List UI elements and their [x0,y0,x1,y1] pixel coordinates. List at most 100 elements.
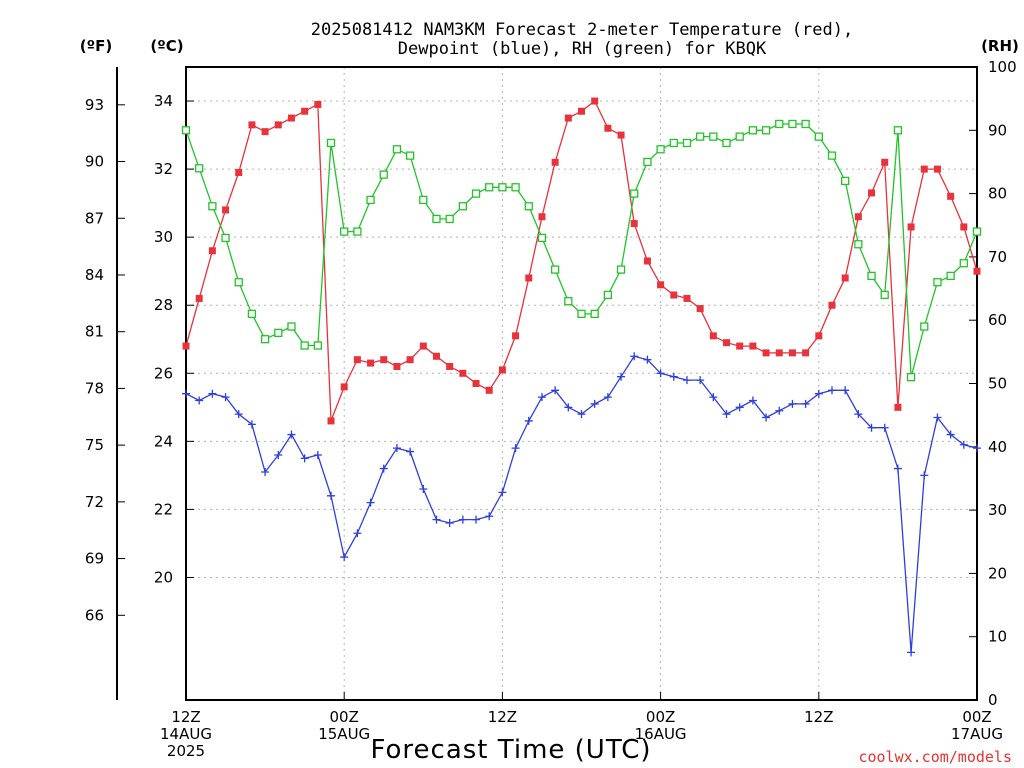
dewpoint-point [643,355,652,364]
fahrenheit-tick-label: 69 [85,550,104,568]
rh-point [287,322,296,331]
rh-line [185,123,978,378]
rh-point [603,290,613,300]
dewpoint-point [867,423,876,432]
temperature-point [973,267,981,275]
dewpoint-point [221,393,230,402]
rh-point [827,151,837,160]
dewpoint-point [287,430,296,439]
temperature-point [591,97,599,105]
dewpoint-point [353,529,362,538]
rh-tick-label: 20 [988,564,1007,582]
temperature-series [182,97,981,425]
temperature-point [314,100,322,108]
temperature-point [960,223,968,231]
temperature-point [578,107,585,115]
rh-point [669,138,678,148]
rh-axis: 0 10 20 30 40 50 60 70 80 90 100 [969,58,1017,709]
rh-point [814,132,823,141]
temperature-point [419,342,427,350]
fahrenheit-tick-label: 75 [85,436,104,454]
dewpoint-point [300,454,309,463]
dewpoint-point [366,498,375,507]
rh-point [959,259,968,268]
dewpoint-point [234,410,243,419]
dewpoint-point [590,399,599,408]
rh-point [696,132,705,141]
dewpoint-point [722,410,731,419]
time-tick-label: 16AUG [635,725,687,743]
rh-point [537,233,547,243]
temperature-point [222,206,230,214]
temperature-point [432,352,440,360]
dewpoint-point [406,447,415,456]
time-tick-label: 00Z [646,708,675,726]
fahrenheit-tick-label: 90 [85,153,104,171]
rh-point [867,271,876,281]
dewpoint-point [696,376,705,385]
rh-point [550,265,560,274]
temperature-point [868,189,876,197]
rh-point [616,265,626,274]
rh-point [485,183,494,192]
fahrenheit-tick-label: 72 [85,493,104,511]
time-tick-label: 2025 [167,742,205,760]
rh-point [564,297,573,306]
temperature-point [657,281,665,289]
dewpoint-point [379,464,388,473]
temperature-point [828,301,836,309]
time-tick-label: 12Z [488,708,517,726]
temperature-point [367,359,375,367]
rh-unit-label: (RH) [981,37,1019,55]
rh-tick-label: 90 [988,121,1007,139]
rh-point [709,132,718,141]
temperature-point [195,294,203,302]
dewpoint-point [775,406,784,415]
dewpoint-point [274,450,283,459]
rh-point [630,189,639,198]
dewpoint-point [709,393,718,402]
plot-frame [185,66,978,701]
rh-point [471,189,481,198]
celsius-tick-label: 32 [154,160,173,178]
fahrenheit-tick-label: 78 [85,379,104,397]
rh-point [379,170,388,179]
temperature-point [538,213,546,221]
dewpoint-point [669,372,678,381]
dewpoint-point [735,403,744,412]
time-tick-label: 00Z [962,708,991,726]
dewpoint-point [485,512,494,521]
temperature-point [723,339,731,347]
celsius-tick-label: 30 [154,228,173,246]
rh-tick-label: 100 [988,58,1017,76]
chart-title-line-1: 2025081412 NAM3KM Forecast 2-meter Tempe… [311,20,853,40]
time-tick-label: 17AUG [951,725,1003,743]
temperature-point [881,158,889,166]
rh-point [920,322,929,331]
dewpoint-point [472,515,481,524]
rh-point [445,214,454,224]
temperature-point [762,349,770,357]
dewpoint-line [185,355,978,653]
dewpoint-point [788,399,797,408]
dewpoint-point [498,488,507,497]
time-tick-label: 12Z [171,708,200,726]
temperature-point [670,291,678,299]
temperature-point [261,128,269,136]
fahrenheit-tick-label: 93 [85,96,104,114]
rh-point [511,183,520,192]
dewpoint-point [617,372,626,381]
temperature-point [736,342,744,350]
rh-point [722,138,731,148]
rh-point [247,309,257,319]
temperature-point [301,107,309,115]
series-layer [181,97,982,657]
rh-point [300,341,309,350]
temperature-point [498,366,506,374]
dewpoint-point [208,389,217,398]
chart-title-line-2: Dewpoint (blue), RH (green) for KBQK [398,39,767,59]
temperature-point [248,121,256,129]
rh-point [801,119,810,129]
rh-tick-label: 40 [988,438,1007,456]
temperature-point [841,274,849,282]
